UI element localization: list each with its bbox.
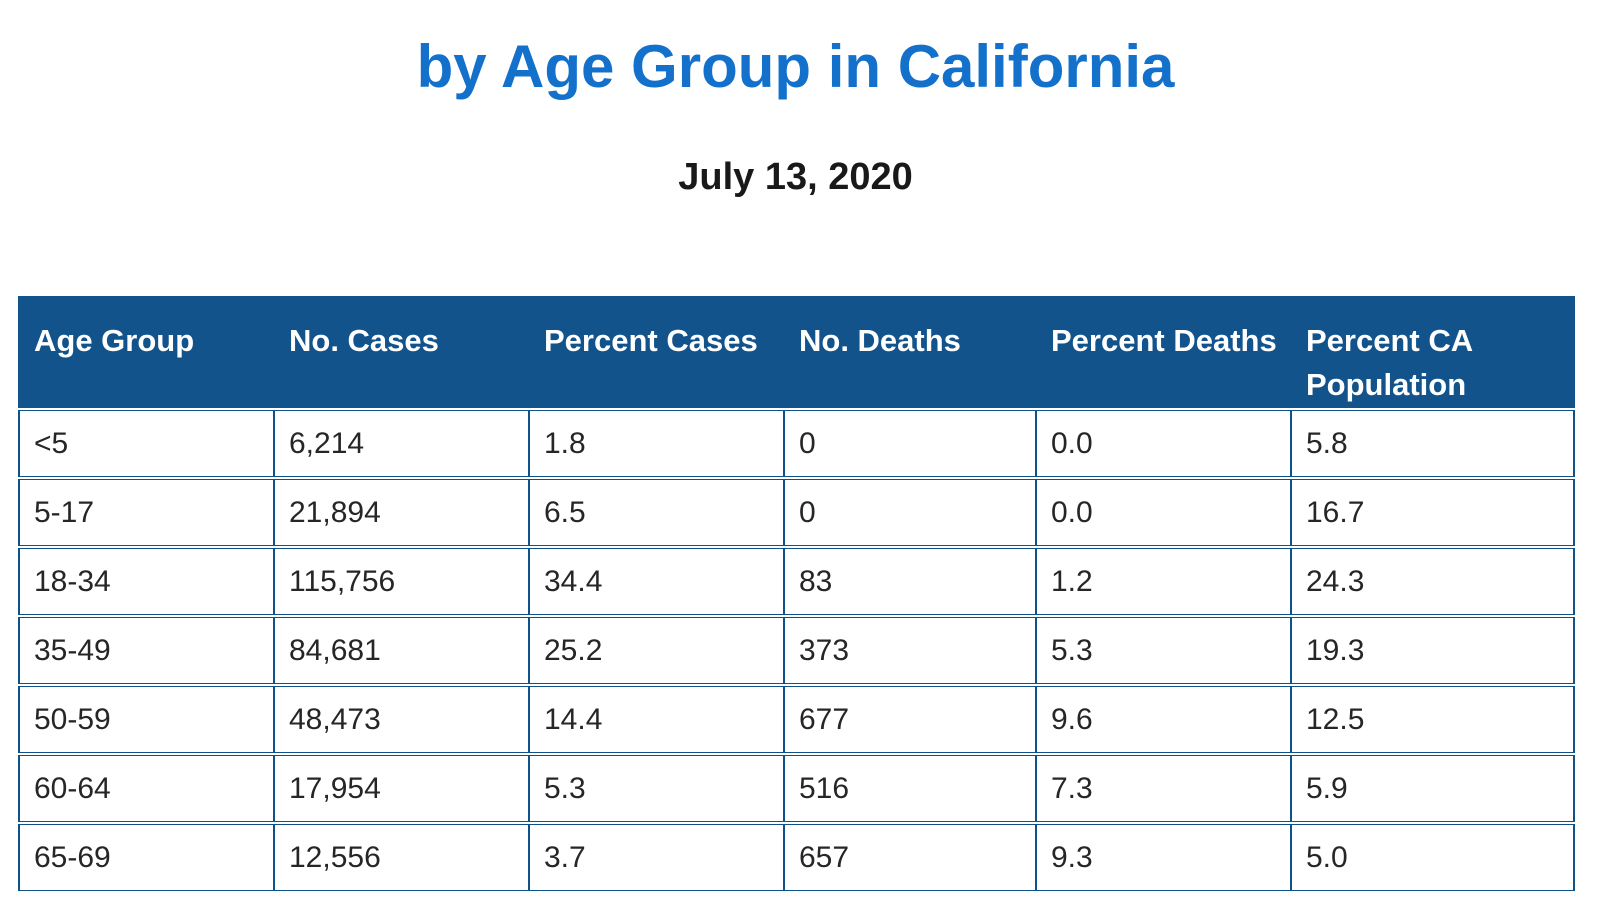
cell-percent-cases: 5.3	[529, 755, 784, 822]
page: by Age Group in California July 13, 2020…	[18, 0, 1575, 893]
cell-no-cases: 17,954	[274, 755, 529, 822]
cell-no-cases: 12,556	[274, 824, 529, 891]
cell-no-cases: 48,473	[274, 686, 529, 753]
cell-percent-ca-population: 5.8	[1291, 410, 1575, 477]
table-row: 35-49 84,681 25.2 373 5.3 19.3	[18, 617, 1575, 684]
table-header-row: Age Group No. Cases Percent Cases No. De…	[18, 296, 1575, 408]
cell-percent-ca-population: 5.0	[1291, 824, 1575, 891]
table-row: 5-17 21,894 6.5 0 0.0 16.7	[18, 479, 1575, 546]
cell-percent-ca-population: 19.3	[1291, 617, 1575, 684]
cell-percent-deaths: 9.6	[1036, 686, 1291, 753]
cell-percent-cases: 6.5	[529, 479, 784, 546]
cell-age-group: 50-59	[18, 686, 274, 753]
cell-age-group: 65-69	[18, 824, 274, 891]
page-title: by Age Group in California	[416, 33, 1175, 100]
cell-percent-ca-population: 16.7	[1291, 479, 1575, 546]
cell-percent-deaths: 0.0	[1036, 410, 1291, 477]
column-header-percent-cases: Percent Cases	[529, 296, 784, 408]
age-group-table-wrap: Age Group No. Cases Percent Cases No. De…	[18, 294, 1575, 893]
cell-no-cases: 84,681	[274, 617, 529, 684]
cell-age-group: 35-49	[18, 617, 274, 684]
column-header-no-cases: No. Cases	[274, 296, 529, 408]
table-row: 60-64 17,954 5.3 516 7.3 5.9	[18, 755, 1575, 822]
cell-percent-cases: 25.2	[529, 617, 784, 684]
column-header-no-deaths: No. Deaths	[784, 296, 1036, 408]
column-header-percent-ca-population: Percent CA Population	[1291, 296, 1575, 408]
cell-percent-deaths: 7.3	[1036, 755, 1291, 822]
cell-no-cases: 115,756	[274, 548, 529, 615]
cell-no-deaths: 0	[784, 410, 1036, 477]
cell-age-group: 5-17	[18, 479, 274, 546]
table-row: 65-69 12,556 3.7 657 9.3 5.0	[18, 824, 1575, 891]
cell-no-deaths: 0	[784, 479, 1036, 546]
column-header-percent-deaths: Percent Deaths	[1036, 296, 1291, 408]
cell-no-deaths: 657	[784, 824, 1036, 891]
table-row: <5 6,214 1.8 0 0.0 5.8	[18, 410, 1575, 477]
table-row: 18-34 115,756 34.4 83 1.2 24.3	[18, 548, 1575, 615]
cell-no-cases: 21,894	[274, 479, 529, 546]
cell-percent-cases: 14.4	[529, 686, 784, 753]
cell-percent-ca-population: 5.9	[1291, 755, 1575, 822]
column-header-age-group: Age Group	[18, 296, 274, 408]
age-group-table: Age Group No. Cases Percent Cases No. De…	[18, 294, 1575, 893]
cell-percent-deaths: 9.3	[1036, 824, 1291, 891]
cell-percent-deaths: 0.0	[1036, 479, 1291, 546]
cell-no-deaths: 677	[784, 686, 1036, 753]
cell-age-group: 60-64	[18, 755, 274, 822]
cell-no-cases: 6,214	[274, 410, 529, 477]
cell-no-deaths: 83	[784, 548, 1036, 615]
table-header-row-group: Age Group No. Cases Percent Cases No. De…	[18, 296, 1575, 408]
cell-percent-ca-population: 24.3	[1291, 548, 1575, 615]
cell-percent-cases: 3.7	[529, 824, 784, 891]
page-date: July 13, 2020	[678, 156, 913, 198]
cell-percent-cases: 1.8	[529, 410, 784, 477]
table-row: 50-59 48,473 14.4 677 9.6 12.5	[18, 686, 1575, 753]
cell-no-deaths: 516	[784, 755, 1036, 822]
table-body: <5 6,214 1.8 0 0.0 5.8 5-17 21,894 6.5 0 0.0 16.7 18…	[18, 410, 1575, 891]
cell-no-deaths: 373	[784, 617, 1036, 684]
cell-age-group: <5	[18, 410, 274, 477]
cell-percent-ca-population: 12.5	[1291, 686, 1575, 753]
cell-percent-deaths: 1.2	[1036, 548, 1291, 615]
cell-percent-cases: 34.4	[529, 548, 784, 615]
cell-age-group: 18-34	[18, 548, 274, 615]
cell-percent-deaths: 5.3	[1036, 617, 1291, 684]
